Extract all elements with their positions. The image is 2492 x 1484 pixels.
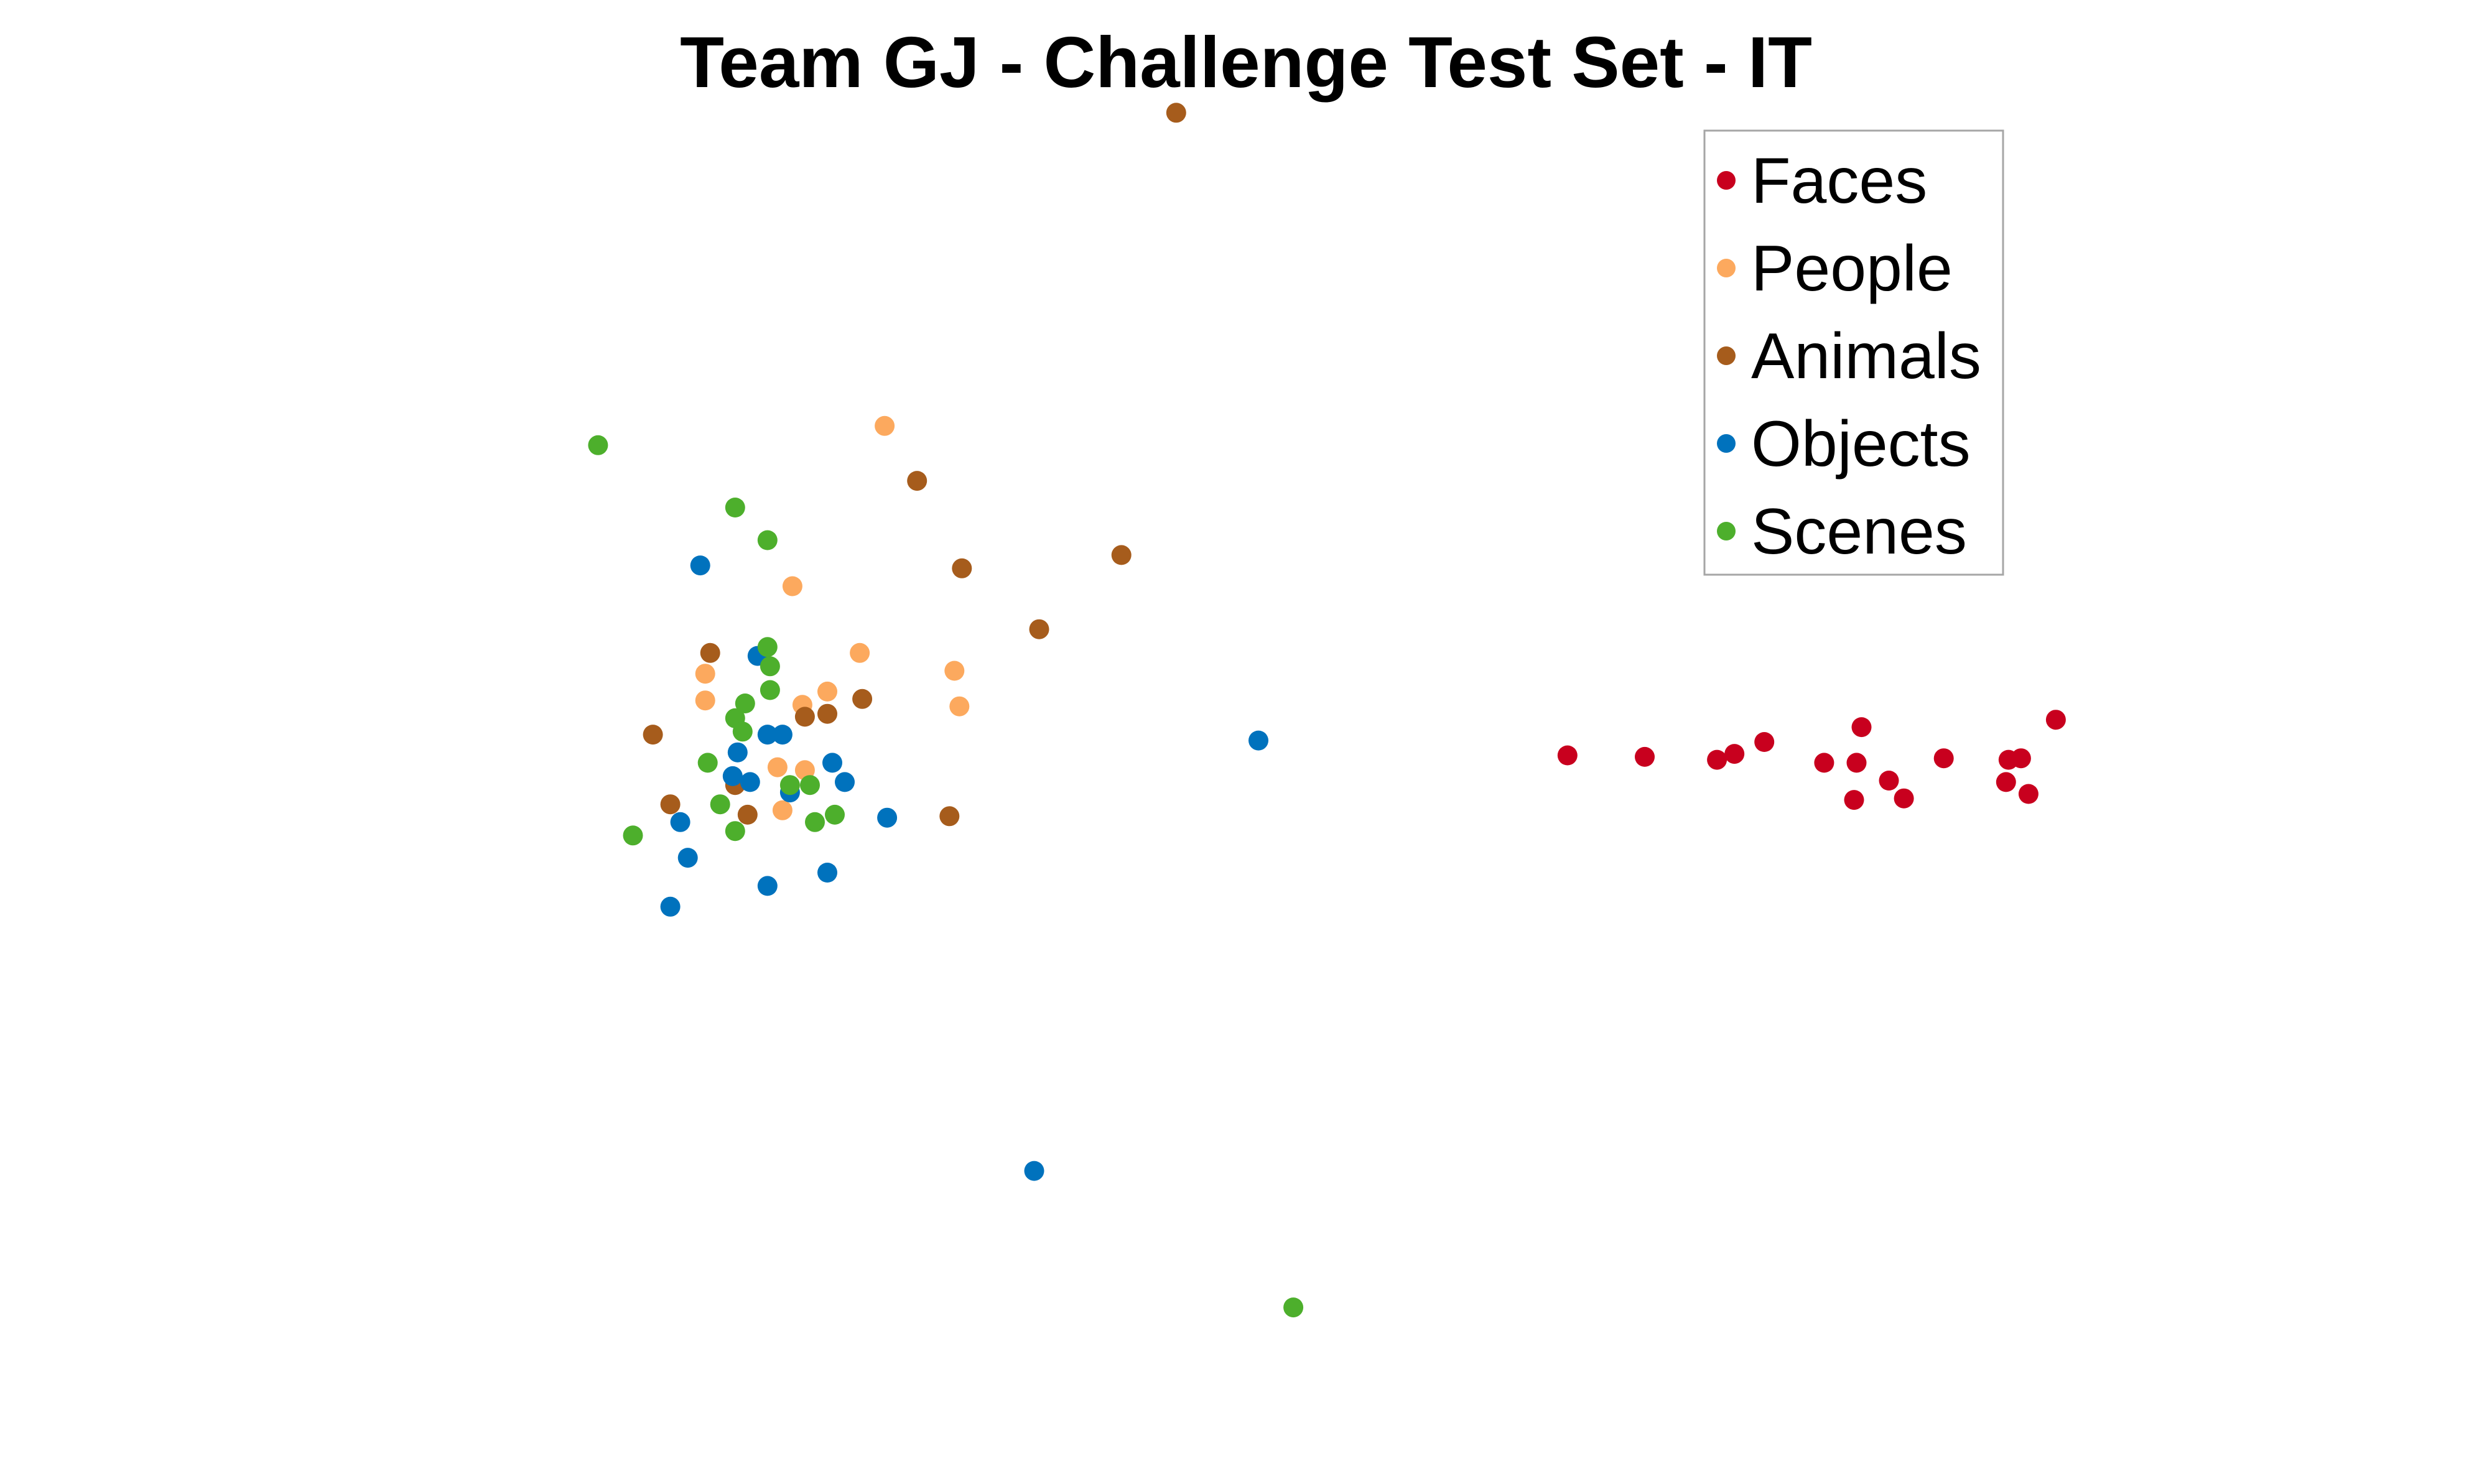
legend-marker-objects (1717, 434, 1736, 453)
point-objects-8 (835, 772, 855, 792)
point-scenes-13 (825, 804, 845, 825)
point-scenes-4 (760, 656, 780, 677)
point-faces-2 (1933, 748, 1954, 769)
point-faces-15 (1635, 746, 1655, 767)
legend-label-animals: Animals (1751, 320, 1981, 392)
point-animals-11 (660, 794, 681, 815)
point-scenes-3 (757, 637, 778, 657)
legend-marker-scenes (1717, 522, 1736, 540)
point-scenes-1 (725, 498, 745, 517)
point-animals-4 (1029, 619, 1049, 639)
point-animals-1 (907, 471, 928, 491)
point-objects-14 (757, 876, 778, 896)
point-objects-13 (817, 863, 837, 883)
point-people-11 (772, 800, 793, 820)
point-objects-15 (660, 896, 681, 917)
point-scenes-0 (588, 435, 608, 455)
point-faces-4 (1846, 753, 1867, 773)
point-objects-5 (822, 753, 842, 773)
point-animals-3 (1111, 545, 1132, 565)
point-animals-9 (643, 725, 663, 745)
point-faces-16 (1557, 745, 1578, 766)
point-objects-16 (1248, 730, 1268, 751)
point-faces-9 (1996, 772, 2016, 792)
point-faces-6 (1844, 790, 1864, 810)
legend-marker-faces (1717, 171, 1736, 190)
point-scenes-15 (725, 821, 745, 842)
point-people-1 (782, 576, 802, 596)
point-people-3 (944, 661, 965, 681)
point-objects-7 (740, 772, 760, 792)
point-faces-11 (1998, 749, 2019, 770)
point-scenes-17 (1283, 1297, 1304, 1318)
legend-label-scenes: Scenes (1751, 496, 1967, 568)
point-scenes-8 (732, 721, 753, 742)
point-faces-14 (1707, 749, 1727, 770)
point-scenes-11 (800, 775, 820, 795)
point-people-9 (767, 757, 788, 777)
point-faces-7 (1879, 771, 1899, 791)
point-faces-1 (2018, 784, 2039, 804)
point-animals-13 (939, 806, 960, 827)
point-people-6 (695, 690, 715, 711)
point-scenes-16 (623, 825, 643, 846)
point-faces-12 (1754, 732, 1775, 752)
legend-label-objects: Objects (1751, 408, 1971, 480)
point-scenes-10 (779, 775, 800, 795)
legend-marker-people (1717, 259, 1736, 277)
point-people-4 (949, 696, 970, 716)
point-objects-3 (772, 725, 793, 745)
point-faces-5 (1814, 753, 1834, 773)
point-animals-8 (794, 707, 815, 727)
point-people-5 (695, 664, 715, 684)
point-people-7 (817, 681, 837, 702)
point-objects-12 (677, 848, 698, 868)
point-faces-0 (2045, 710, 2066, 730)
point-objects-10 (877, 807, 898, 828)
legend: Faces People Animals Objects Scenes (1703, 129, 2004, 576)
point-scenes-9 (697, 753, 718, 773)
point-animals-0 (1166, 103, 1186, 123)
chart-title: Team GJ - Challenge Test Set - IT (680, 22, 1812, 103)
legend-label-people: People (1751, 233, 1953, 305)
point-faces-3 (1851, 717, 1872, 738)
point-people-2 (850, 642, 870, 663)
point-scenes-12 (710, 794, 730, 815)
point-scenes-14 (805, 812, 825, 832)
point-animals-5 (700, 642, 720, 663)
legend-marker-animals (1717, 346, 1736, 365)
point-objects-2 (757, 725, 778, 745)
point-scenes-2 (757, 530, 778, 550)
point-animals-7 (817, 703, 837, 724)
point-animals-6 (852, 689, 873, 709)
point-animals-12 (737, 804, 758, 825)
point-people-0 (875, 415, 895, 436)
point-objects-0 (690, 555, 710, 576)
legend-box (1703, 129, 2004, 576)
point-objects-6 (722, 766, 743, 786)
data-points (588, 103, 2066, 1318)
point-faces-8 (1894, 788, 1914, 809)
point-objects-11 (670, 812, 690, 832)
point-scenes-6 (735, 693, 755, 713)
point-faces-13 (1724, 744, 1745, 764)
point-objects-17 (1024, 1161, 1044, 1181)
legend-label-faces: Faces (1751, 145, 1927, 217)
point-animals-2 (952, 558, 972, 578)
point-objects-4 (727, 742, 748, 763)
point-scenes-5 (760, 680, 780, 700)
